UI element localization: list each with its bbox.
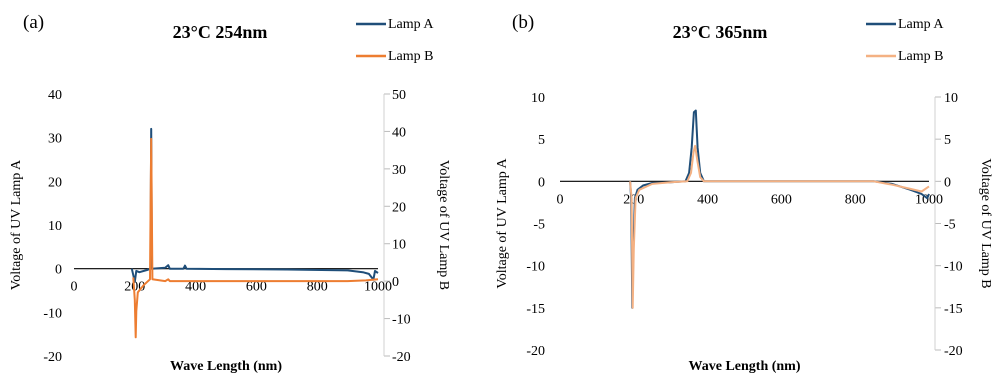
panel-a-xtick: 600 bbox=[246, 280, 267, 295]
panel-b-ylabel-left: Voltage of UV Lamp A bbox=[495, 158, 510, 289]
panel-a-ytick-left: 0 bbox=[55, 263, 62, 278]
panel-b-xtick: 0 bbox=[557, 192, 564, 207]
panel-a-ytick-right: 10 bbox=[392, 238, 406, 253]
panel-b-xlabel: Wave Length (nm) bbox=[689, 359, 801, 374]
panel-b-legend-label-2: Lamp B bbox=[898, 49, 944, 64]
panel-b-ytick-right: 0 bbox=[944, 175, 951, 190]
panel-b-xtick: 200 bbox=[623, 192, 644, 207]
panel-b-ytick-left: -5 bbox=[533, 218, 545, 233]
panel-a-ytick-right: 50 bbox=[392, 88, 406, 103]
panel-a-xlabel: Wave Length (nm) bbox=[170, 359, 282, 374]
panel-b-ytick-left: -10 bbox=[526, 260, 545, 275]
panel-b-series-line-2 bbox=[629, 144, 930, 309]
panel-b-ytick-right: -10 bbox=[944, 260, 963, 275]
panel-a-ytick-right: 40 bbox=[392, 125, 406, 140]
panel-a-ylabel-left: Voltage of UV Lamp A bbox=[9, 159, 24, 290]
panel-b-ytick-left: 10 bbox=[531, 91, 545, 106]
panel-b-ytick-right: -5 bbox=[944, 218, 956, 233]
panel-b-ytick-left: 5 bbox=[538, 133, 545, 148]
panel-a-ytick-right: -10 bbox=[392, 313, 411, 328]
panel-a-series-line-2 bbox=[132, 137, 379, 339]
panel-a-legend-label-1: Lamp A bbox=[388, 17, 434, 32]
panel-a-xtick: 0 bbox=[71, 280, 78, 295]
panel-b-ytick-right: -20 bbox=[944, 344, 963, 359]
panel-a-title: 23°C 254nm bbox=[173, 22, 268, 42]
panel-b-ytick-right: 5 bbox=[944, 133, 951, 148]
panel-a-series-line-1 bbox=[130, 127, 379, 283]
panel-b-xtick: 800 bbox=[845, 192, 866, 207]
panel-a-ytick-right: 20 bbox=[392, 200, 406, 215]
panel-b-ytick-left: -20 bbox=[526, 344, 545, 359]
panel-a-ytick-left: 20 bbox=[48, 175, 62, 190]
panel-b-ytick-right: 10 bbox=[944, 91, 958, 106]
panel-a-ytick-left: -20 bbox=[43, 350, 62, 365]
panel-b-ytick-right: -15 bbox=[944, 302, 963, 317]
panel-b-title: 23°C 365nm bbox=[673, 22, 768, 42]
panel-a-ytick-right: -20 bbox=[392, 350, 411, 365]
panel-b-label: (b) bbox=[512, 12, 534, 33]
panel-b-ytick-left: -15 bbox=[526, 302, 545, 317]
panel-b-ytick-left: 0 bbox=[538, 175, 545, 190]
panel-a-ylabel-right: Voltage of UV Lamp B bbox=[436, 160, 451, 290]
panel-b-series-line-1 bbox=[629, 109, 930, 309]
panel-a-ytick-left: -10 bbox=[43, 306, 62, 321]
panel-a-ytick-right: 0 bbox=[392, 275, 399, 290]
panel-a-ytick-left: 40 bbox=[48, 88, 62, 103]
panel-a-xtick: 400 bbox=[185, 280, 206, 295]
panel-a-legend-label-2: Lamp B bbox=[388, 49, 434, 64]
panel-a-xtick: 800 bbox=[307, 280, 328, 295]
panel-a-label: (a) bbox=[23, 12, 44, 33]
panel-a-ytick-left: 30 bbox=[48, 132, 62, 147]
panel-a-ytick-left: 10 bbox=[48, 219, 62, 234]
panel-b-ylabel-right: Voltage of UV Lamp B bbox=[978, 158, 993, 288]
panel-b-legend-label-1: Lamp A bbox=[898, 17, 944, 32]
panel-b-xtick: 1000 bbox=[915, 192, 943, 207]
panel-b-xtick: 600 bbox=[771, 192, 792, 207]
panel-a-ytick-right: 30 bbox=[392, 163, 406, 178]
panel-a-xtick: 1000 bbox=[364, 280, 392, 295]
panel-b-xtick: 400 bbox=[697, 192, 718, 207]
